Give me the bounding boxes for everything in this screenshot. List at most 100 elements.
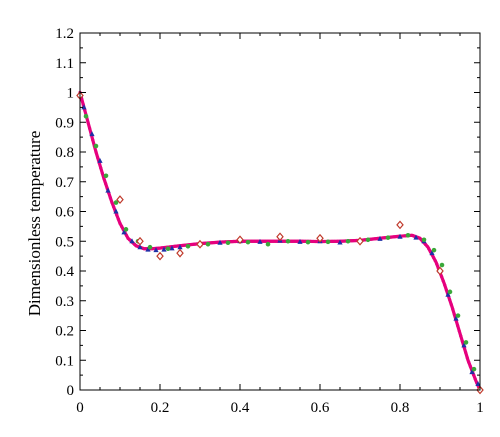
data-point (110, 200, 114, 205)
data-point (285, 238, 291, 244)
data-point (177, 244, 183, 250)
data-point (123, 227, 129, 232)
data-point (365, 237, 371, 243)
data-point (118, 221, 122, 225)
y-tick-label: 1.2 (55, 26, 74, 42)
y-tick-label: 0.9 (55, 115, 74, 131)
data-point (153, 247, 159, 253)
data-point (436, 266, 444, 276)
data-point (161, 246, 167, 252)
data-point (469, 369, 475, 375)
data-point (91, 138, 95, 142)
data-point (468, 364, 472, 369)
data-point (452, 313, 456, 317)
data-point (445, 291, 451, 297)
data-point (456, 323, 460, 328)
data-point (89, 131, 95, 137)
data-point (217, 239, 223, 245)
y-tick-label: 0.4 (55, 264, 74, 280)
data-point (345, 238, 351, 244)
data-point (105, 187, 111, 193)
data-point (457, 329, 461, 333)
data-point (453, 315, 459, 321)
data-point (475, 381, 481, 387)
data-point (104, 181, 108, 186)
data-point (444, 288, 448, 292)
data-point (116, 195, 124, 205)
data-point (461, 342, 467, 348)
data-point (196, 239, 204, 249)
data-point (205, 241, 211, 247)
data-point (137, 244, 143, 250)
data-point (113, 208, 119, 214)
data-point (432, 256, 436, 260)
data-point (435, 262, 439, 266)
data-point (464, 350, 468, 354)
data-point (396, 220, 404, 230)
x-tick-label: 0.8 (391, 400, 410, 416)
data-point (129, 238, 135, 244)
data-point (459, 334, 463, 338)
data-point (297, 238, 303, 244)
y-tick-label: 0.6 (55, 205, 74, 221)
y-tick-label: 1 (67, 86, 75, 102)
data-point (147, 244, 153, 250)
data-point (276, 232, 284, 242)
data-point (316, 233, 324, 243)
data-point (385, 235, 391, 240)
data-point (431, 247, 437, 253)
data-point (325, 239, 331, 245)
data-point (145, 246, 151, 252)
data-point (421, 237, 427, 243)
series-1 (77, 92, 481, 387)
x-tick-label: 0.6 (311, 400, 330, 416)
data-point (433, 258, 437, 263)
data-point (102, 177, 106, 181)
x-tick-label: 0.2 (151, 400, 170, 416)
x-axis: 0 0.2 0.4 0.6 0.8 1 (76, 33, 484, 416)
data-point (176, 248, 184, 258)
data-point (103, 173, 109, 179)
data-point (86, 120, 90, 124)
data-point (185, 244, 191, 249)
y-tick-label: 0.1 (55, 353, 74, 369)
x-tick-label: 1 (476, 400, 484, 416)
data-point (356, 236, 364, 246)
y-tick-label: 0.2 (55, 324, 74, 340)
y-tick-label: 0.3 (55, 294, 74, 310)
y-axis: 0 0.1 0.2 0.3 0.4 0.5 0.6 0.7 0.8 0.9 1 1.1 1.2 (55, 26, 480, 399)
data-point (465, 355, 469, 360)
series-3 (76, 91, 484, 395)
data-point (447, 289, 453, 295)
data-point (257, 238, 263, 244)
data-point (96, 155, 100, 159)
data-point (113, 200, 119, 205)
data-point (136, 236, 144, 246)
data-point (467, 360, 471, 364)
data-point (427, 247, 431, 251)
data-point (93, 143, 99, 149)
y-axis-title: Dimensionless temperature (25, 131, 44, 317)
data-point (455, 313, 461, 318)
data-point (429, 250, 435, 256)
data-point (121, 229, 127, 235)
data-point (448, 297, 452, 302)
y-tick-label: 0.5 (55, 234, 74, 250)
data-point (441, 279, 445, 283)
data-point (473, 377, 477, 381)
data-point (108, 196, 112, 200)
data-point (245, 239, 251, 245)
data-point (460, 339, 464, 344)
data-point (116, 217, 120, 221)
data-point (413, 234, 419, 240)
data-point (471, 366, 477, 372)
data-point (463, 340, 469, 345)
series-2 (83, 114, 477, 372)
y-tick-label: 0.8 (55, 145, 74, 161)
data-point (405, 233, 411, 238)
plot-frame (79, 32, 481, 391)
x-tick-label: 0 (76, 400, 84, 416)
data-point (115, 213, 119, 217)
data-point (439, 262, 445, 268)
